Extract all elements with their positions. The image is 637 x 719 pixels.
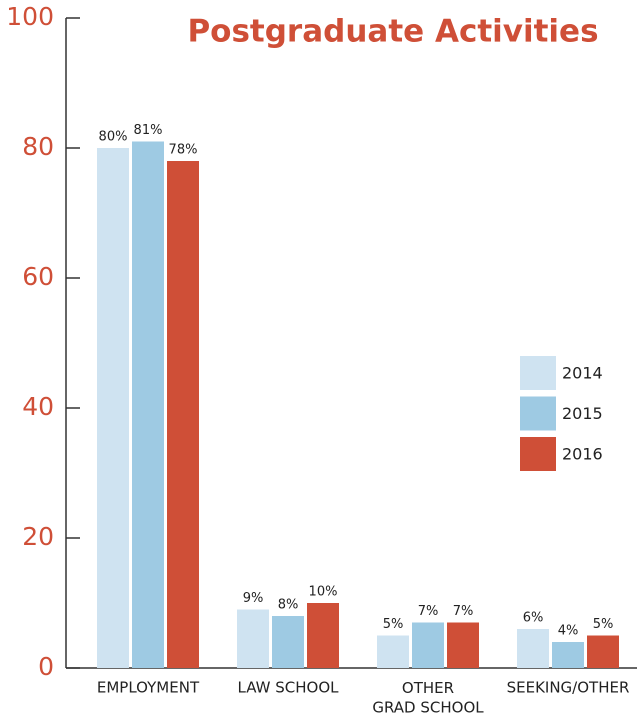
bar	[412, 622, 444, 668]
value-label: 7%	[418, 604, 439, 619]
bar	[587, 635, 619, 668]
bar	[552, 642, 584, 668]
y-tick-label: 60	[22, 262, 54, 291]
value-label: 78%	[169, 143, 198, 158]
value-label: 6%	[523, 611, 544, 626]
value-label: 80%	[99, 130, 128, 145]
bar	[237, 609, 269, 668]
value-label: 5%	[593, 617, 614, 632]
y-tick-label: 20	[22, 522, 54, 551]
bar	[447, 622, 479, 668]
value-label: 5%	[383, 617, 404, 632]
bar	[272, 616, 304, 668]
bar	[377, 635, 409, 668]
bar	[517, 629, 549, 668]
bar	[307, 603, 339, 668]
legend-swatch	[520, 437, 556, 471]
x-tick-label: SEEKING/OTHER	[507, 679, 630, 697]
legend-label: 2015	[562, 404, 603, 423]
value-label: 7%	[453, 604, 474, 619]
y-tick-label: 40	[22, 392, 54, 421]
chart-title: Postgraduate Activities	[187, 14, 598, 50]
value-label: 4%	[558, 624, 579, 639]
y-tick-label: 100	[6, 2, 54, 31]
value-label: 9%	[243, 591, 264, 606]
bar	[167, 161, 199, 668]
x-tick-label: OTHER GRAD SCHOOL	[372, 679, 484, 717]
bar	[132, 141, 164, 668]
value-label: 81%	[134, 123, 163, 138]
bar	[97, 148, 129, 668]
y-tick-label: 80	[22, 132, 54, 161]
y-tick-label: 0	[38, 652, 54, 681]
legend-swatch	[520, 396, 556, 431]
legend-swatch	[520, 356, 556, 390]
value-label: 8%	[278, 598, 299, 613]
legend-label: 2016	[562, 445, 603, 464]
x-tick-label: LAW SCHOOL	[238, 679, 340, 697]
value-label: 10%	[309, 585, 338, 600]
x-tick-label: EMPLOYMENT	[97, 679, 200, 697]
legend-label: 2014	[562, 364, 603, 383]
